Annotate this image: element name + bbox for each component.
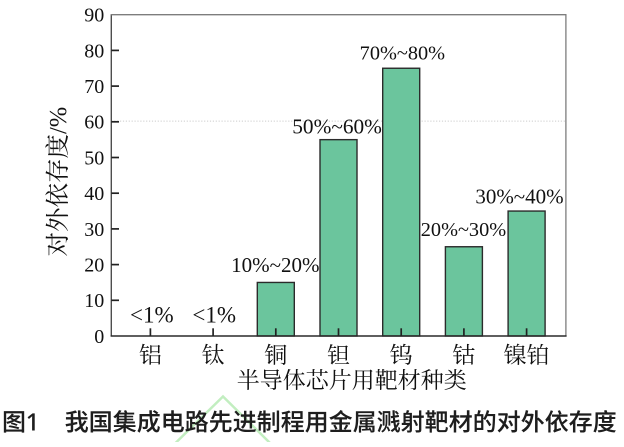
svg-text:60: 60 bbox=[84, 112, 104, 134]
svg-text:50: 50 bbox=[84, 147, 104, 169]
svg-text:40: 40 bbox=[84, 183, 104, 205]
svg-text:30%~40%: 30%~40% bbox=[475, 185, 563, 209]
svg-text:<1%: <1% bbox=[192, 303, 236, 328]
svg-text:80: 80 bbox=[84, 40, 104, 62]
svg-text:70%~80%: 70%~80% bbox=[360, 43, 445, 65]
svg-text:20%~30%: 20%~30% bbox=[421, 219, 506, 241]
svg-text:50%~60%: 50%~60% bbox=[292, 114, 382, 138]
svg-text:0: 0 bbox=[94, 326, 104, 348]
svg-text:10%~20%: 10%~20% bbox=[231, 253, 319, 277]
svg-text:10: 10 bbox=[84, 290, 104, 312]
svg-text:90: 90 bbox=[84, 5, 104, 27]
svg-text:20: 20 bbox=[84, 255, 104, 277]
svg-text:30: 30 bbox=[84, 219, 104, 241]
svg-text:70: 70 bbox=[84, 76, 104, 98]
svg-text:<1%: <1% bbox=[130, 303, 174, 328]
